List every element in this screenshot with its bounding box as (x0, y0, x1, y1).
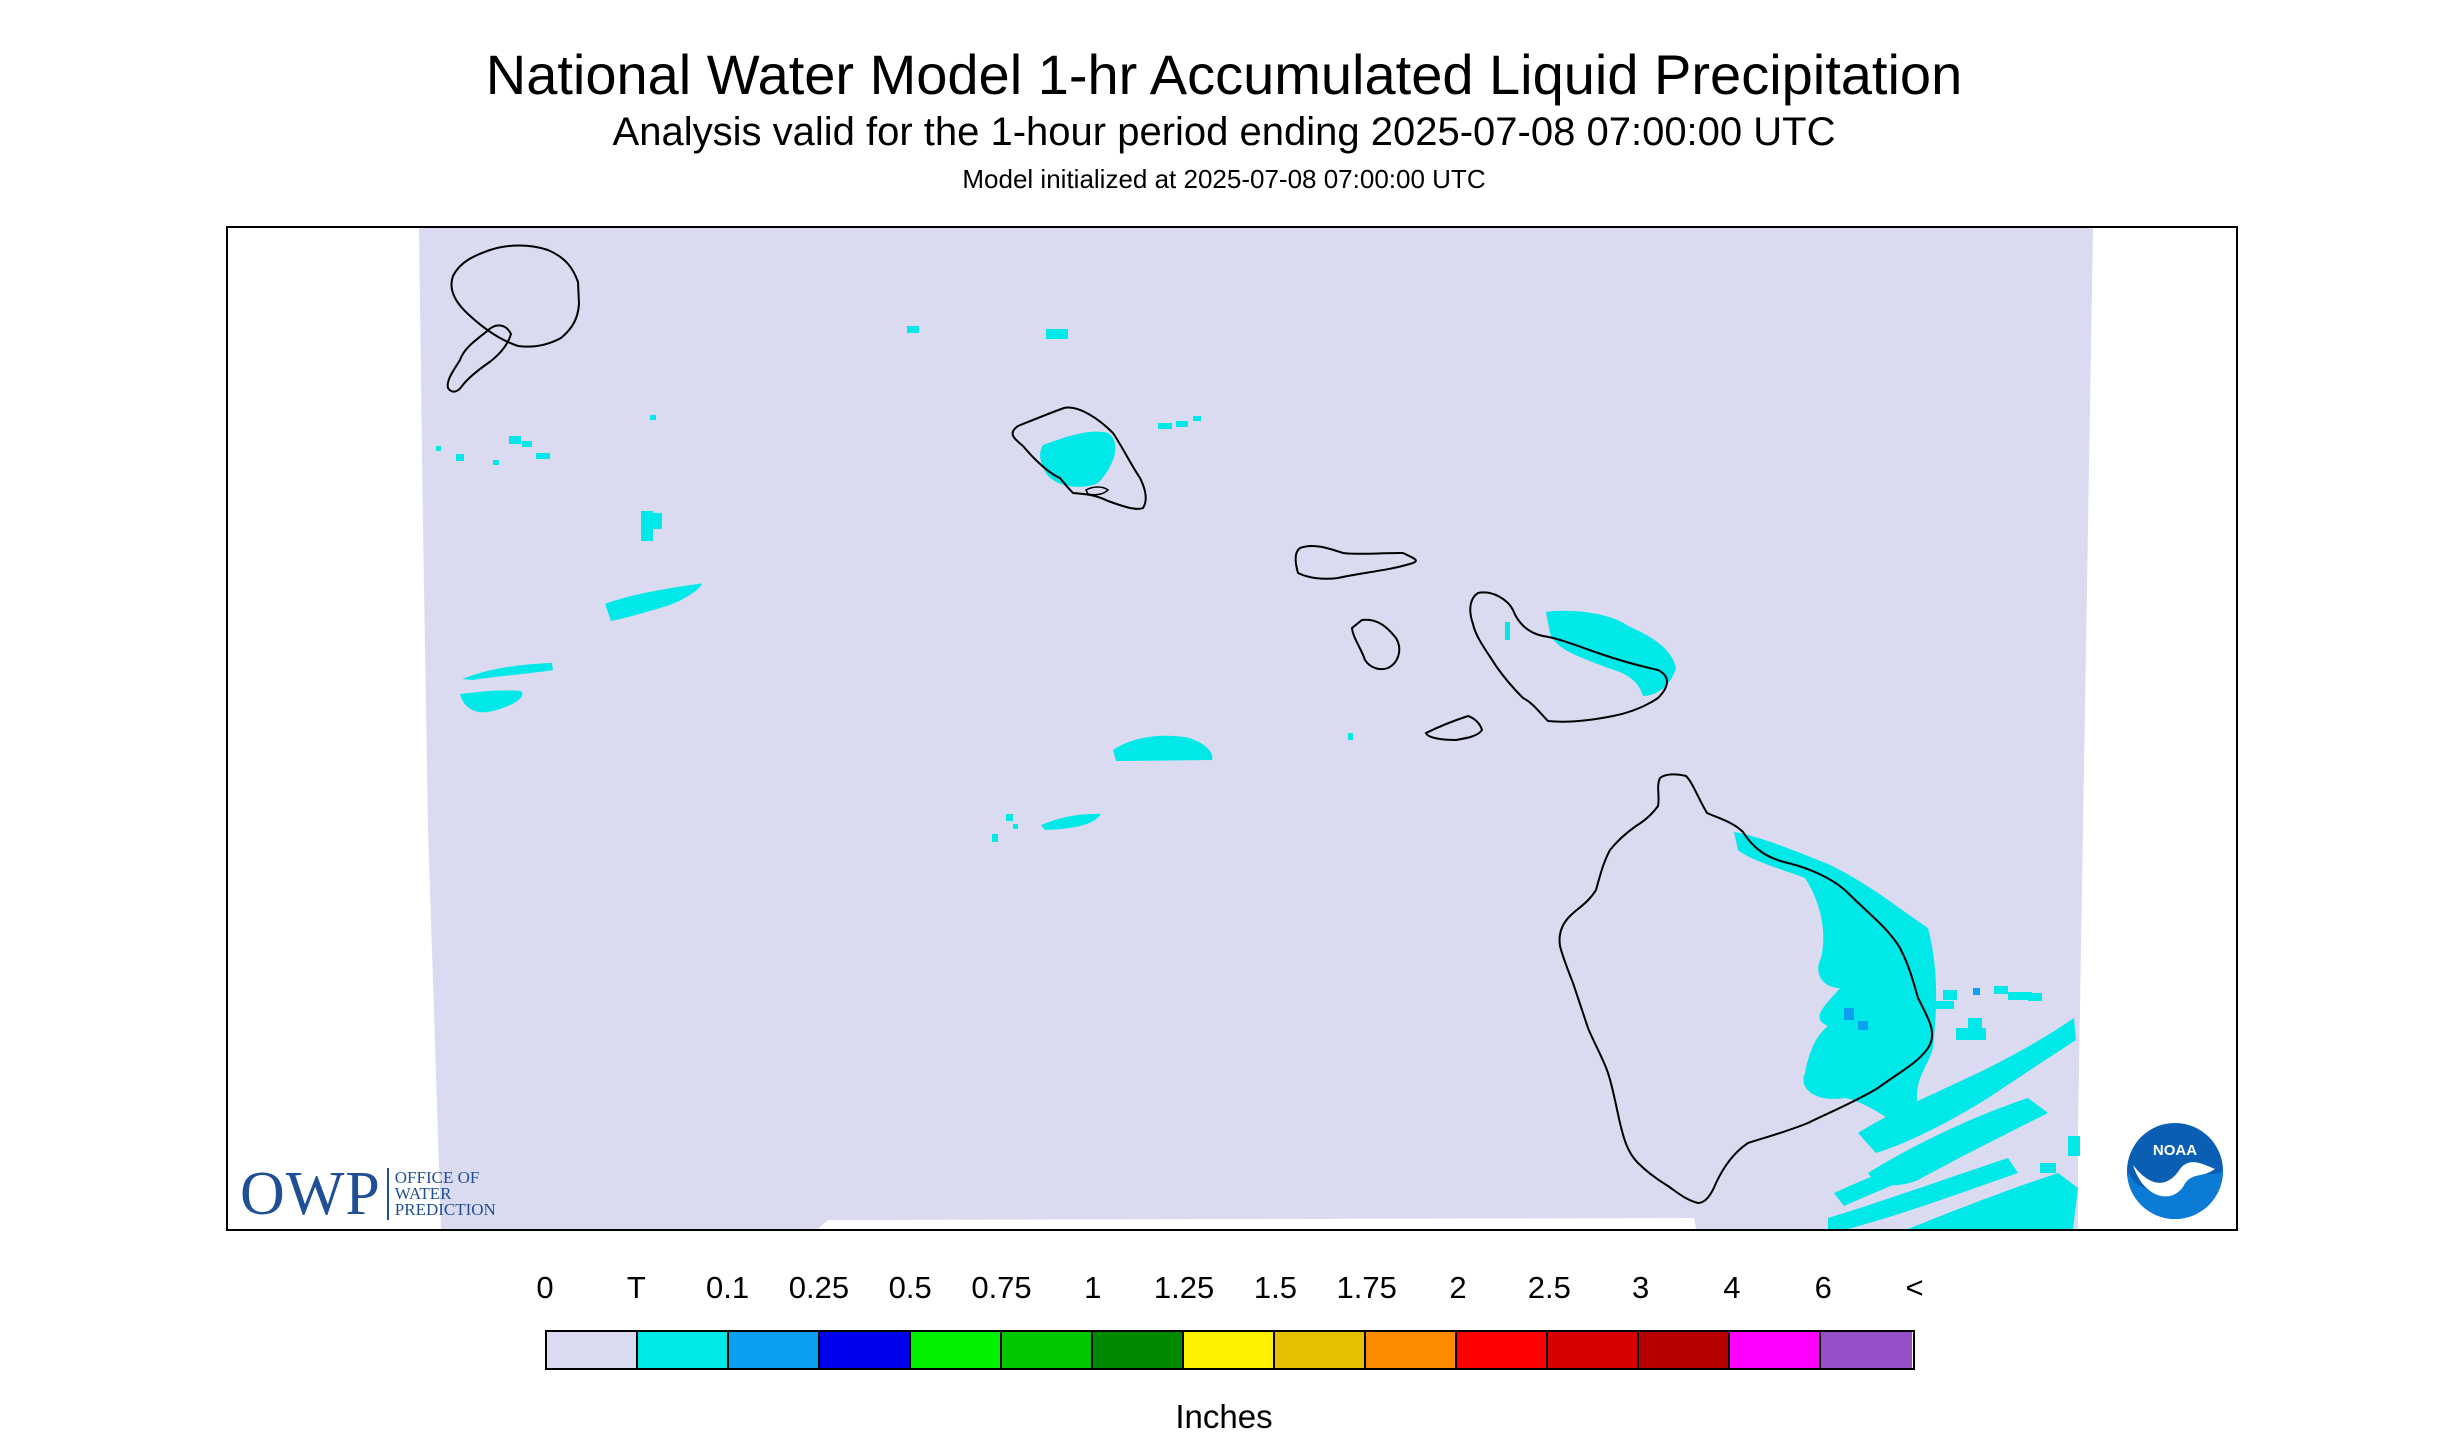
legend-tick-label: 1 (1084, 1270, 1102, 1305)
legend-tick-label: 1.5 (1253, 1270, 1297, 1305)
owp-logo-line-1: OFFICE OF (394, 1168, 480, 1187)
owp-logo-divider (386, 1168, 389, 1220)
legend-swatch (1457, 1332, 1549, 1368)
owp-logo-letters: OWP (240, 1160, 381, 1228)
legend-swatch (547, 1332, 639, 1368)
coastline-hawaii (1558, 773, 1934, 1205)
pearl-harbor (1085, 486, 1110, 496)
noaa-logo-text: NOAA (2153, 1142, 2197, 1159)
owp-logo-line-2: WATER (394, 1184, 452, 1203)
trace-precip-areas (436, 326, 2080, 1229)
coastline-lanai (1350, 618, 1401, 671)
map-title: National Water Model 1-hr Accumulated Li… (485, 43, 1963, 106)
legend-tick-label: 0.1 (706, 1270, 750, 1305)
legend-tick-label: 0.5 (888, 1270, 932, 1305)
legend-swatch (1184, 1332, 1276, 1368)
legend-tick-label: 0 (536, 1270, 554, 1305)
legend-swatch (638, 1332, 730, 1368)
legend-swatch (1730, 1332, 1822, 1368)
legend-swatch (729, 1332, 821, 1368)
map-subtitle: Analysis valid for the 1-hour period end… (612, 110, 1836, 154)
legend-tick-label: 4 (1723, 1270, 1741, 1305)
owp-logo: OWP OFFICE OF WATER PREDICTION (240, 1163, 496, 1225)
legend-tick-label: 3 (1631, 1270, 1650, 1305)
legend-swatch (911, 1332, 1003, 1368)
coastline-molokai (1294, 544, 1417, 580)
legend-tick-label: 2 (1449, 1270, 1467, 1305)
legend-color-bar (545, 1330, 1915, 1370)
legend-tick-label: 6 (1814, 1270, 1832, 1305)
legend-tick-label: 0.75 (971, 1270, 1032, 1305)
legend-swatch (1821, 1332, 1913, 1368)
legend-swatch (1548, 1332, 1640, 1368)
coastline-kahoolawe (1424, 714, 1484, 742)
owp-logo-words: OFFICE OF WATER PREDICTION (394, 1168, 496, 1219)
legend-swatch (1639, 1332, 1731, 1368)
legend-swatch (1275, 1332, 1367, 1368)
owp-logo-line-3: PREDICTION (394, 1200, 496, 1219)
precip-legend: 0 T 0.1 0.25 0.5 0.75 1 1.25 1.5 1.75 2 2.5 3 4 6 < (536, 1270, 1925, 1370)
coastline-kauai (450, 244, 581, 348)
coastlines (446, 244, 1934, 1205)
legend-tick-label: 1.75 (1336, 1270, 1397, 1305)
light-precip-areas (1844, 988, 1980, 1030)
legend-swatch (1093, 1332, 1185, 1368)
coastline-niihau (446, 324, 513, 393)
noaa-logo: NOAA (2127, 1123, 2223, 1219)
legend-tick-labels: 0 T 0.1 0.25 0.5 0.75 1 1.25 1.5 1.75 2 2.5 3 4 6 < (536, 1270, 1925, 1314)
legend-tick-label: 1.25 (1153, 1270, 1215, 1305)
map-panel: OWP OFFICE OF WATER PREDICTION NOAA (226, 226, 2238, 1231)
precipitation-map (419, 228, 2093, 1229)
legend-tick-label: < (1905, 1270, 1924, 1305)
legend-swatch (820, 1332, 912, 1368)
legend-units-label: Inches (1175, 1398, 1273, 1435)
legend-tick-label: 0.25 (788, 1270, 850, 1305)
model-init-line: Model initialized at 2025-07-08 07:00:00… (962, 164, 1486, 194)
analysis-field (419, 228, 2093, 1229)
legend-tick-label: 2.5 (1527, 1270, 1571, 1305)
legend-tick-label: T (626, 1270, 646, 1305)
legend-swatch (1366, 1332, 1458, 1368)
coastline-maui (1469, 591, 1668, 723)
legend-swatch (1002, 1332, 1094, 1368)
